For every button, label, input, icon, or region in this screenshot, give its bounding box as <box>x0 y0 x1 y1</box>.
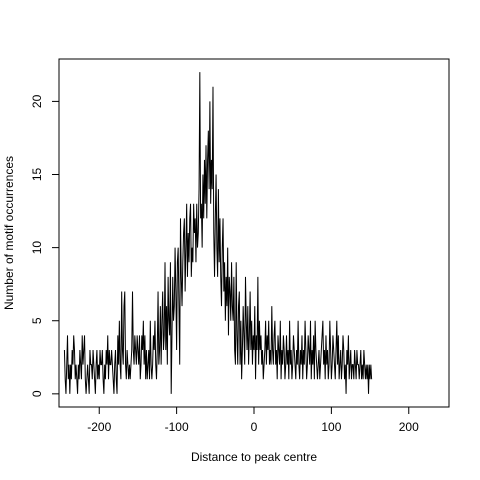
x-tick-label: 100 <box>321 420 341 434</box>
series-line-0 <box>63 72 373 394</box>
y-tick-label: 5 <box>30 317 44 324</box>
x-tick-label: 200 <box>399 420 419 434</box>
series-layer <box>63 72 373 394</box>
x-axis: -200 -100 0 100 200 <box>87 406 419 434</box>
x-tick-label: -200 <box>87 420 111 434</box>
y-tick-label: 15 <box>30 168 44 182</box>
y-axis: 0 5 10 15 20 <box>30 94 60 397</box>
y-tick-label: 0 <box>30 390 44 397</box>
y-axis-title: Number of motif occurrences <box>2 156 16 310</box>
x-axis-title: Distance to peak centre <box>191 450 317 464</box>
y-tick-label: 20 <box>30 94 44 108</box>
x-tick-label: -100 <box>165 420 189 434</box>
x-tick-label: 0 <box>251 420 258 434</box>
y-tick-label: 10 <box>30 241 44 255</box>
